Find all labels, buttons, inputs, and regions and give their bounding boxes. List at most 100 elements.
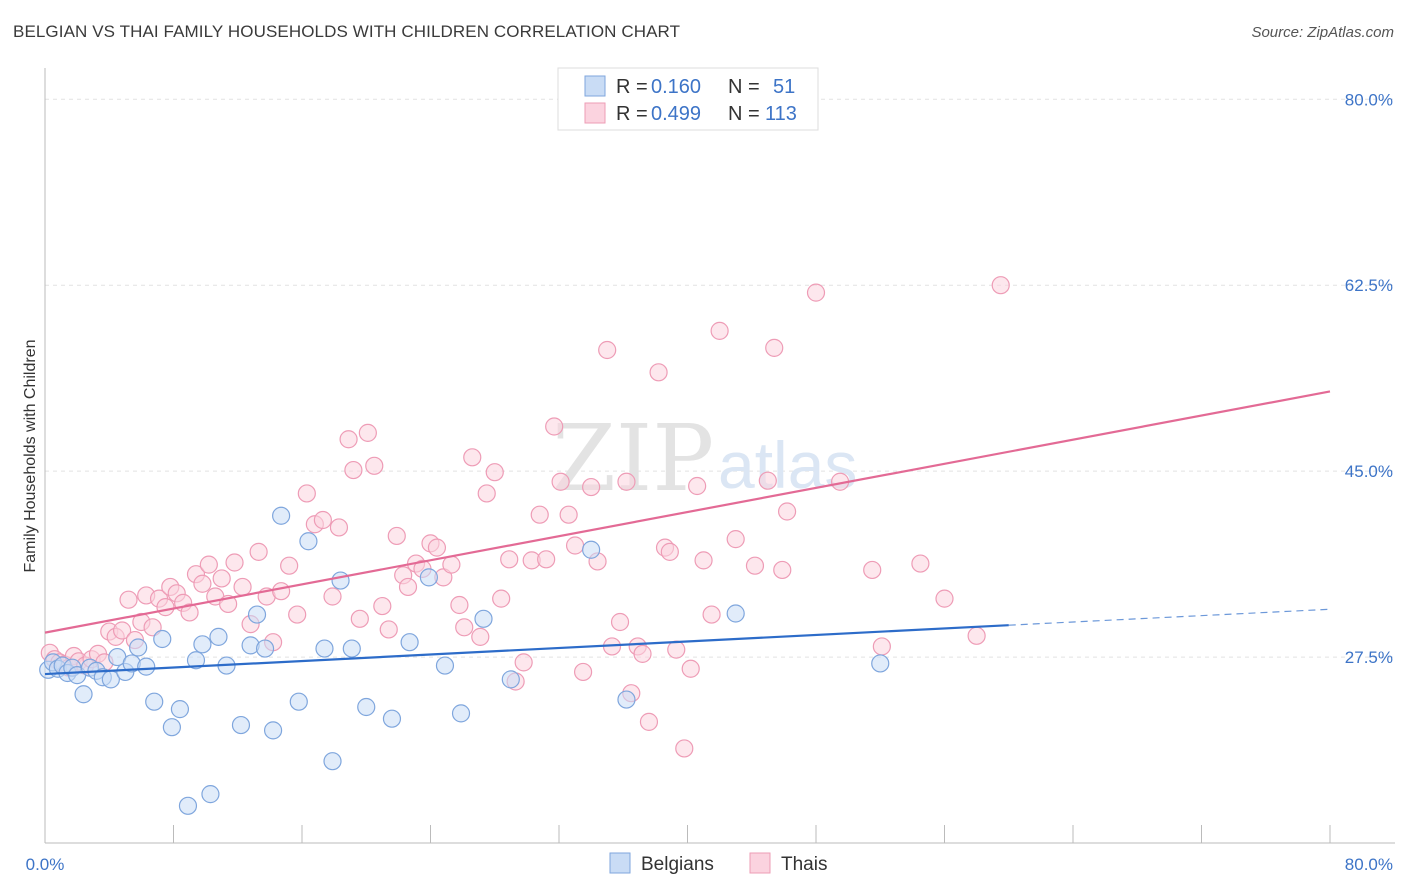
thais-point-104	[777, 502, 797, 521]
thais-point-29	[212, 569, 231, 588]
belgians-point-16	[137, 657, 156, 676]
thais-point-32	[233, 577, 252, 597]
belgians-point-19	[162, 718, 181, 737]
thais-point-94	[681, 659, 700, 678]
thais-point-96	[694, 551, 713, 570]
thais-point-101	[758, 471, 777, 490]
thais-point-93	[675, 739, 694, 758]
thais-point-58	[427, 538, 447, 557]
belgians-point-39	[357, 697, 376, 717]
thais-point-45	[339, 430, 358, 449]
legend-n-value-belgians: 51	[773, 76, 795, 98]
thais-point-18	[143, 618, 162, 637]
thais-point-54	[398, 577, 418, 597]
thais-point-70	[514, 653, 533, 672]
thais-point-98	[710, 321, 729, 340]
belgians-point-50	[871, 654, 890, 673]
x-tick-labels: 0.0% 80.0%	[26, 855, 1393, 874]
thais-point-77	[565, 536, 585, 555]
thais-point-14	[119, 590, 138, 609]
thais-point-63	[463, 448, 482, 467]
thais-point-48	[358, 423, 377, 442]
belgians-point-24	[201, 785, 220, 804]
y-tick-labels: 27.5% 45.0% 62.5% 80.0%	[1345, 90, 1393, 667]
y-axis-label: Family Households with Children	[22, 340, 39, 573]
belgians-point-17	[145, 692, 164, 711]
thais-point-13	[112, 621, 132, 640]
thais-point-27	[199, 555, 218, 574]
y-tick-label-0: 27.5%	[1345, 648, 1393, 667]
belgians-point-49	[726, 604, 745, 623]
belgians-point-32	[272, 506, 291, 525]
belgians-point-41	[400, 633, 419, 652]
thais-point-109	[911, 554, 930, 573]
thais-point-37	[272, 582, 291, 601]
thais-point-46	[344, 460, 363, 480]
belgians-point-46	[501, 670, 520, 689]
thais-point-26	[193, 574, 212, 593]
belgians-point-25	[209, 627, 228, 646]
axes	[44, 68, 1395, 844]
thais-point-47	[350, 609, 369, 628]
thais-point-34	[249, 542, 268, 561]
legend-swatch-thais	[584, 102, 606, 124]
belgians-point-31	[263, 721, 283, 740]
thais-point-43	[323, 587, 342, 606]
thais-point-111	[967, 626, 986, 645]
thais-trend-line	[44, 390, 1331, 634]
thais-point-103	[773, 560, 792, 580]
trend-lines	[44, 390, 1331, 676]
belgians-point-44	[451, 704, 471, 723]
series-legend-label-thais: Thais	[781, 854, 827, 875]
thais-point-60	[442, 555, 461, 574]
thais-point-42	[313, 510, 332, 530]
belgians-point-48	[617, 690, 636, 709]
belgians-trend-line	[44, 624, 1009, 676]
belgians-point-15	[129, 638, 148, 657]
legend-r-value-thais: 0.499	[651, 103, 701, 125]
y-tick-label-2: 62.5%	[1345, 276, 1393, 295]
belgians-point-43	[435, 656, 455, 675]
x-tick-label-0: 0.0%	[26, 855, 65, 874]
thais-point-39	[288, 605, 307, 624]
legend-n-label-belgians: N =	[728, 76, 760, 98]
thais-point-108	[872, 637, 891, 656]
thais-point-40	[297, 484, 316, 503]
thais-point-73	[537, 550, 556, 569]
belgians-point-34	[299, 532, 318, 551]
thais-point-112	[991, 276, 1010, 295]
series-legend-swatch-belgians	[609, 852, 631, 874]
thais-point-100	[745, 556, 765, 575]
belgians-point-22	[186, 651, 206, 670]
thais-point-44	[329, 518, 349, 537]
thais-point-51	[379, 620, 398, 639]
belgians-point-23	[193, 635, 212, 654]
legend-n-label-thais: N =	[728, 103, 760, 125]
thais-point-87	[633, 644, 652, 663]
thais-point-91	[660, 542, 679, 561]
thais-point-95	[688, 476, 707, 496]
belgians-point-42	[419, 568, 438, 587]
legend-swatch-belgians	[584, 75, 606, 97]
thais-point-83	[610, 612, 630, 632]
thais-point-89	[649, 363, 668, 382]
thais-point-74	[545, 417, 564, 436]
belgians-point-38	[342, 639, 361, 658]
thais-point-68	[500, 550, 519, 569]
watermark-atlas: atlas	[718, 428, 857, 502]
thais-point-31	[225, 553, 244, 572]
belgians-point-20	[170, 700, 190, 719]
thais-point-65	[477, 484, 496, 503]
thais-point-81	[598, 340, 617, 360]
belgians-point-40	[382, 709, 402, 728]
thais-point-78	[573, 662, 593, 682]
y-tick-label-1: 45.0%	[1345, 462, 1393, 481]
thais-point-61	[450, 595, 469, 615]
thais-point-66	[485, 463, 504, 482]
thais-point-72	[530, 505, 549, 524]
belgians-point-45	[474, 609, 493, 628]
thais-point-52	[387, 526, 406, 546]
thais-points	[40, 276, 1010, 758]
belgians-point-47	[582, 540, 601, 559]
